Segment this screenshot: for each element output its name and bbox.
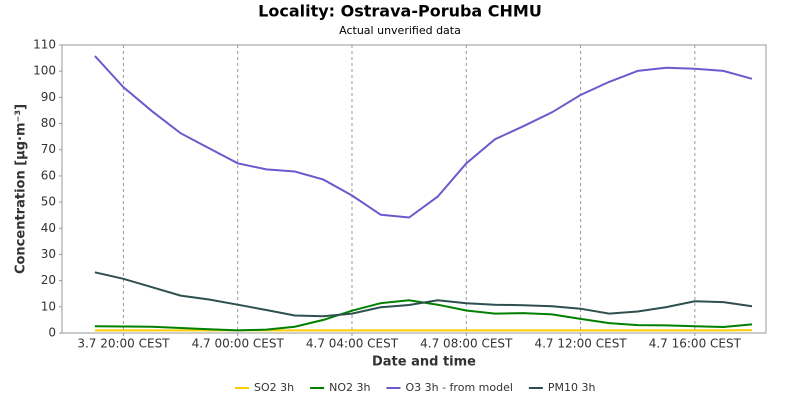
x-tick-label: 4.7 16:00 CEST: [649, 337, 742, 351]
series-line: [94, 271, 753, 318]
y-tick-label: 90: [41, 90, 56, 104]
chart-title: Locality: Ostrava-Poruba CHMU: [258, 2, 542, 21]
legend-label: NO2 3h: [329, 381, 370, 394]
x-tick-label: 4.7 12:00 CEST: [534, 337, 627, 351]
y-tick-label: 10: [41, 299, 56, 313]
y-tick-label: 110: [33, 38, 56, 52]
legend-label: SO2 3h: [254, 381, 294, 394]
x-tick-label: 4.7 04:00 CEST: [306, 337, 399, 351]
plot-area: [61, 44, 767, 334]
x-tick-label: 4.7 00:00 CEST: [192, 337, 285, 351]
series-line: [94, 55, 753, 219]
y-tick-label: 100: [33, 64, 56, 78]
y-tick-label: 30: [41, 247, 56, 261]
x-tick-label: 3.7 20:00 CEST: [77, 337, 170, 351]
y-tick-label: 50: [41, 195, 56, 209]
y-axis-label: Concentration [µg·m⁻³]: [14, 104, 29, 274]
chart-subtitle: Actual unverified data: [339, 24, 461, 37]
y-tick-label: 70: [41, 142, 56, 156]
y-tick-label: 60: [41, 168, 56, 182]
y-tick-label: 20: [41, 273, 56, 287]
x-tick-label: 4.7 08:00 CEST: [420, 337, 513, 351]
y-tick-label: 80: [41, 116, 56, 130]
y-tick-label: 40: [41, 221, 56, 235]
legend-label: O3 3h - from model: [405, 381, 512, 394]
legend-label: PM10 3h: [548, 381, 596, 394]
x-axis-label: Date and time: [372, 355, 476, 370]
y-tick-label: 0: [48, 326, 56, 340]
